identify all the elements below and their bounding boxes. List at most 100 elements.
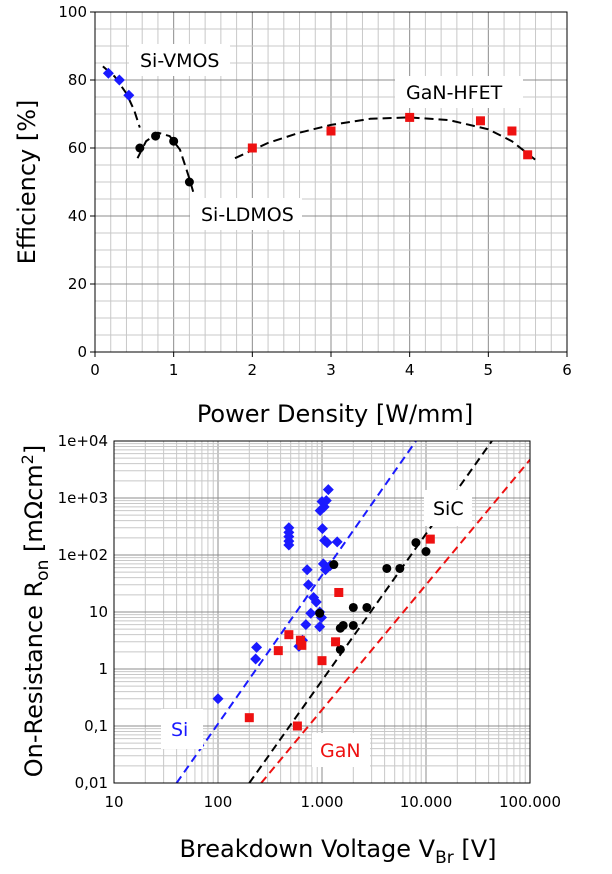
plot-frame — [113, 440, 531, 784]
limit-lines — [175, 441, 530, 783]
y-axis-label: Efficiency [%] — [13, 100, 41, 265]
data-point-sic — [395, 563, 405, 573]
data-point-gan-hfet — [523, 150, 533, 160]
y-tick-label: 60 — [68, 139, 87, 157]
limit-line-si — [175, 441, 417, 783]
annotation-box — [424, 490, 472, 526]
data-point-si-vmos — [102, 67, 114, 79]
data-point-gan — [331, 637, 341, 647]
data-point-si — [316, 523, 328, 535]
data-point-si — [302, 579, 314, 591]
data-point-sic — [411, 538, 421, 548]
annotation-box — [395, 76, 523, 108]
x-axis-label-unit: [V] — [454, 835, 497, 863]
annotation-si-ldmos: Si-LDMOS — [190, 198, 302, 230]
annotation-text: SiC — [433, 498, 464, 520]
y-tick-label: 100 — [58, 3, 87, 21]
data-point-gan-hfet — [475, 116, 485, 126]
data-point-sic — [362, 602, 372, 612]
y-axis-label-unit: [mΩcm — [20, 464, 48, 559]
y-axis-label-sub: on — [33, 560, 53, 581]
data-point-gan — [244, 713, 254, 723]
y-axis-label-end: ] — [20, 445, 48, 454]
data-point-si — [314, 621, 326, 633]
annotation-sic: SiC — [424, 490, 472, 526]
data-point-si-ldmos — [169, 136, 179, 146]
x-tick-label: 2 — [248, 361, 258, 379]
data-point-gan — [334, 587, 344, 597]
annotation-text: GaN-HFET — [406, 82, 503, 104]
data-point-si — [331, 536, 343, 548]
data-point-gan-hfet — [405, 112, 415, 122]
data-point-sic — [348, 620, 358, 630]
annotation-si-vmos: Si-VMOS — [129, 44, 230, 76]
y-tick-label: 0,1 — [84, 717, 108, 735]
data-points — [212, 484, 435, 731]
x-tick-label: 1 — [169, 361, 179, 379]
fit-line-gan-hfet — [234, 116, 537, 161]
y-tick-label: 1e+03 — [58, 489, 108, 507]
x-tick-label: 100 — [204, 793, 233, 811]
data-points — [102, 67, 533, 187]
y-tick-label: 1 — [98, 660, 108, 678]
annotation-gan: GaN — [312, 733, 370, 767]
y-tick-label: 0,01 — [75, 774, 108, 792]
data-point-gan — [317, 656, 327, 666]
x-axis-label-main: Breakdown Voltage V — [179, 835, 435, 863]
tick-labels: 10 100 1.000 10.000 100.000 0,01 0,1 1 10 1e+02 1e… — [58, 432, 561, 811]
annotation-text: GaN — [320, 740, 361, 762]
data-point-gan — [292, 721, 302, 731]
data-point-gan — [425, 534, 435, 544]
x-tick-label: 100.000 — [499, 793, 561, 811]
x-tick-label: 10 — [104, 793, 123, 811]
annotation-box — [312, 733, 370, 767]
data-point-sic — [382, 563, 392, 573]
y-tick-label: 10 — [89, 603, 108, 621]
x-tick-label: 3 — [326, 361, 336, 379]
data-point-gan-hfet — [247, 143, 257, 153]
data-point-si — [212, 693, 224, 705]
data-point-si-vmos — [123, 89, 135, 101]
annotation-text: Si — [171, 719, 188, 741]
y-axis-label-main: On-Resistance R — [20, 581, 48, 777]
data-point-sic — [348, 602, 358, 612]
x-tick-label: 10.000 — [400, 793, 453, 811]
x-tick-label: 1.000 — [301, 793, 344, 811]
limit-line-sic — [248, 441, 493, 783]
data-point-si-vmos — [113, 74, 125, 86]
annotation-text: Si-VMOS — [140, 50, 220, 72]
data-point-gan — [295, 635, 305, 645]
limit-line-gan — [260, 459, 530, 783]
annotation-si: Si — [161, 709, 203, 749]
x-axis-label-sub: Br — [435, 848, 454, 868]
data-point-sic — [421, 547, 431, 557]
data-point-gan-hfet — [507, 126, 517, 136]
annotation-box — [161, 709, 203, 749]
data-point-si — [322, 484, 334, 496]
data-point-si — [250, 653, 262, 665]
data-point-gan-hfet — [326, 126, 336, 136]
data-point-si — [301, 564, 313, 576]
data-point-si — [283, 539, 295, 551]
fit-line-si-ldmos — [136, 131, 195, 193]
x-axis-label: Breakdown Voltage VBr [V] — [179, 835, 496, 868]
data-point-sic — [338, 620, 348, 630]
y-tick-label: 40 — [68, 207, 87, 225]
x-tick-label: 0 — [90, 361, 100, 379]
annotation-box — [190, 198, 302, 230]
data-point-gan — [273, 646, 283, 656]
data-point-si — [300, 619, 312, 631]
y-tick-label: 1e+02 — [58, 546, 108, 564]
data-point-si-ldmos — [184, 177, 194, 187]
data-point-si-ldmos — [151, 131, 161, 141]
x-tick-label: 5 — [484, 361, 494, 379]
x-tick-label: 4 — [405, 361, 415, 379]
data-point-si — [321, 537, 333, 549]
data-point-sic — [315, 608, 325, 618]
data-point-gan — [284, 630, 294, 640]
data-point-si-ldmos — [135, 143, 145, 153]
y-tick-label: 80 — [68, 71, 87, 89]
on-resistance-chart: 10 100 1.000 10.000 100.000 0,01 0,1 1 10 1e+02 1e… — [18, 432, 561, 868]
data-point-sic — [329, 560, 339, 570]
